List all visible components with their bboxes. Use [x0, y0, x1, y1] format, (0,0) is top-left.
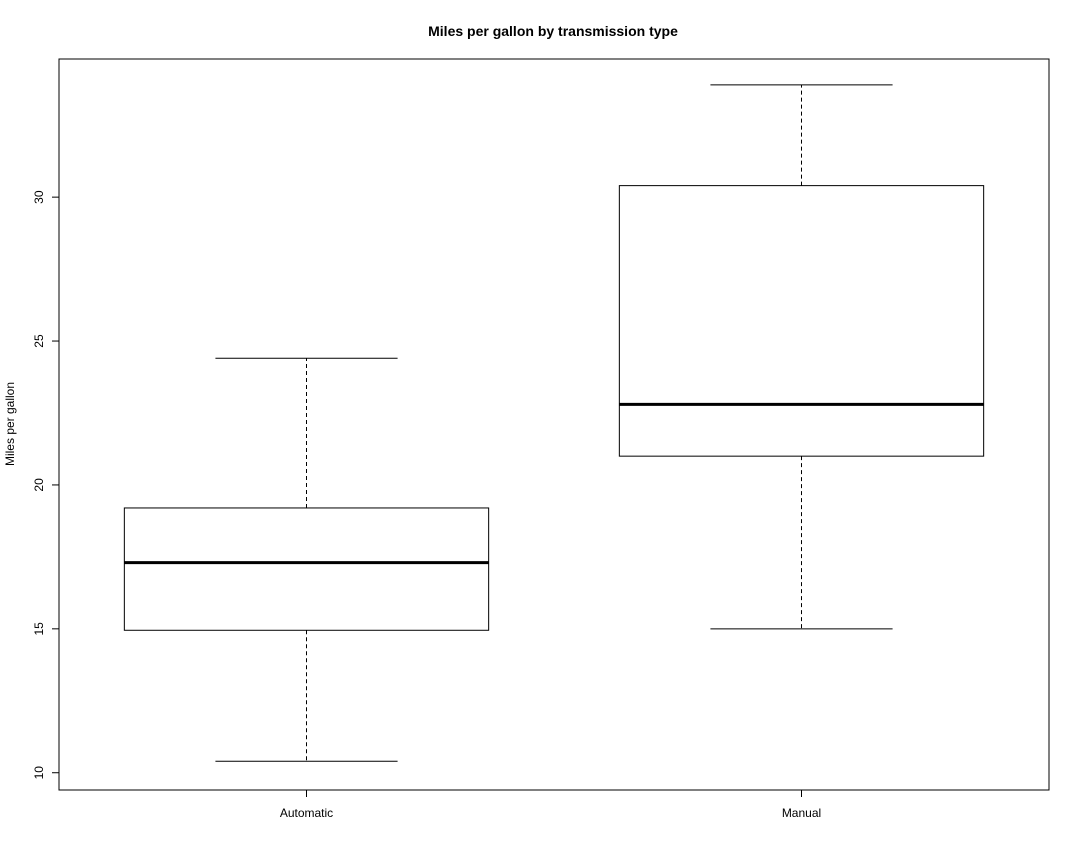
y-tick-label: 15	[32, 622, 46, 636]
x-tick-label: Automatic	[280, 806, 333, 820]
y-tick-label: 25	[32, 334, 46, 348]
chart-title: Miles per gallon by transmission type	[428, 23, 678, 39]
y-axis: 10 15 20 25 30	[32, 190, 60, 780]
box-group	[618, 84, 985, 630]
y-axis-label: Miles per gallon	[3, 382, 17, 466]
box-series	[123, 84, 985, 762]
interquartile-box	[618, 185, 985, 457]
box-group	[123, 357, 490, 762]
y-tick-label: 20	[32, 478, 46, 492]
y-tick-label: 30	[32, 190, 46, 204]
y-tick-label: 10	[32, 766, 46, 780]
x-axis: Automatic Manual	[280, 789, 821, 820]
x-tick-label: Manual	[782, 806, 821, 820]
interquartile-box	[123, 507, 490, 631]
